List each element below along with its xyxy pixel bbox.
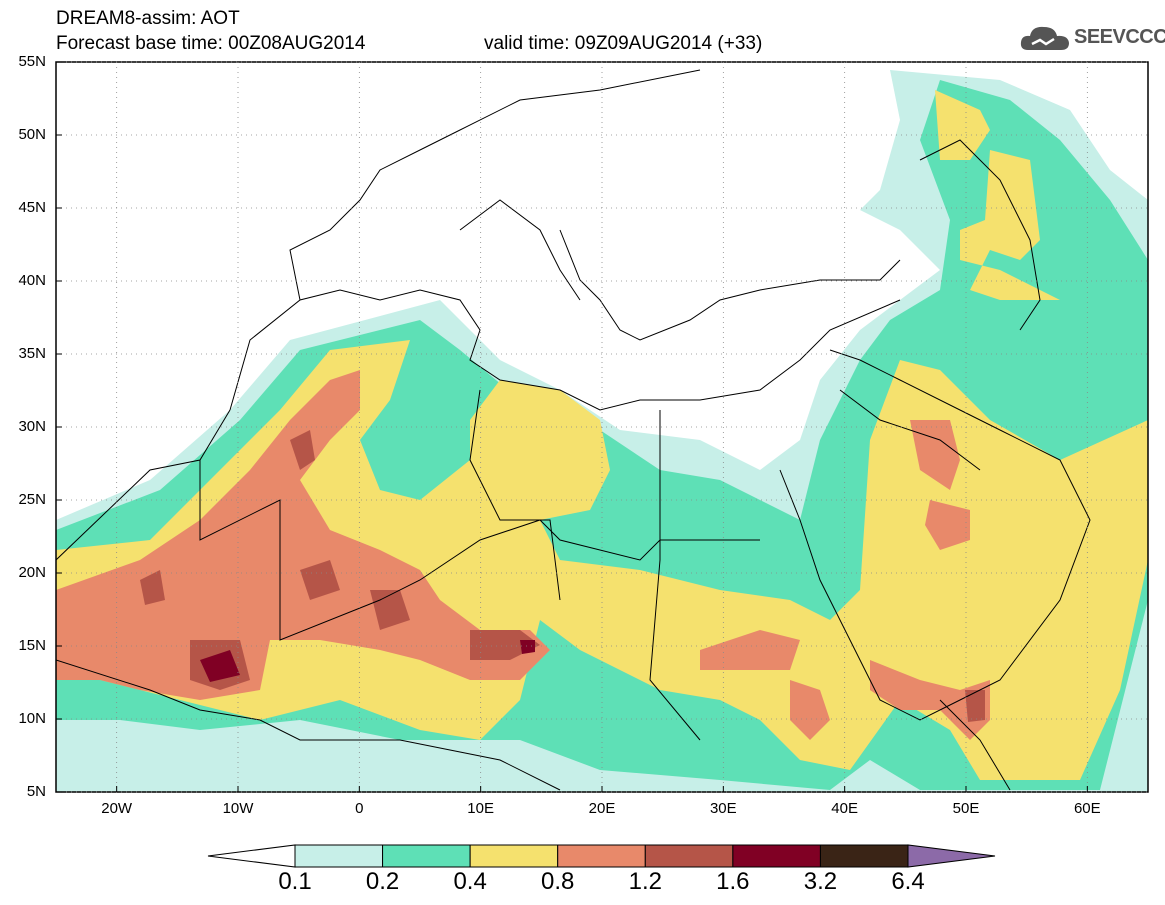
lat-label: 40N [18,272,46,289]
lat-label: 25N [18,491,46,508]
logo-text: SEEVCCC [1074,26,1165,48]
aot-region-0.8 [56,370,550,700]
lon-label: 40E [831,800,858,817]
lon-label: 10E [467,800,494,817]
seevccc-logo: SEEVCCC [1018,22,1165,54]
coastlines [56,69,1091,791]
lon-label: 30E [709,800,737,817]
colorbar-swatch [732,844,821,868]
lat-label: 55N [18,53,46,70]
colorbar-swatch [382,844,471,868]
colorbar-swatch [819,844,909,868]
lat-label: 20N [18,564,46,581]
colorbar-swatch [469,844,559,868]
lat-label: 50N [18,126,46,143]
colorbar-under-arrow [207,844,296,868]
title-line-1: DREAM8-assim: AOT [56,8,240,29]
lat-label: 15N [18,637,46,654]
colorbar-label: 0.4 [453,868,487,895]
colorbar-label: 1.6 [716,868,750,895]
lon-label: 10W [222,800,254,817]
colorbar-label: 3.2 [803,868,838,895]
colorbar-swatch [644,844,734,868]
lon-label: 0 [355,800,364,817]
colorbar-label: 6.4 [891,868,925,895]
title-line-2: Forecast base time: 00Z08AUG2014 [56,33,366,54]
lon-label: 50E [952,800,980,817]
colorbar-label: 1.2 [628,868,662,895]
cloud-icon [1020,26,1069,50]
lon-label: 20W [101,800,133,817]
colorbar-label: 0.8 [541,868,575,895]
lat-label: 30N [18,418,46,435]
lat-label: 35N [18,345,46,362]
valid-time: valid time: 09Z09AUG2014 (+33) [484,33,763,54]
colorbar-swatch [294,844,384,868]
colorbar-over-arrow [907,844,996,868]
colorbar-label: 0.1 [278,868,312,895]
graticule [56,61,1148,793]
lon-label: 60E [1073,800,1101,817]
lat-label: 45N [18,199,46,216]
aot-region-0.8-b [700,420,990,740]
lat-label: 5N [26,783,46,800]
lat-label: 10N [18,710,46,727]
colorbar-label: 0.2 [365,868,400,895]
lon-label: 20E [588,800,616,817]
aot-region-1.2 [140,430,985,722]
aot-field [56,70,1148,792]
colorbar-swatch [557,844,646,868]
axis-ticks [56,61,1088,793]
